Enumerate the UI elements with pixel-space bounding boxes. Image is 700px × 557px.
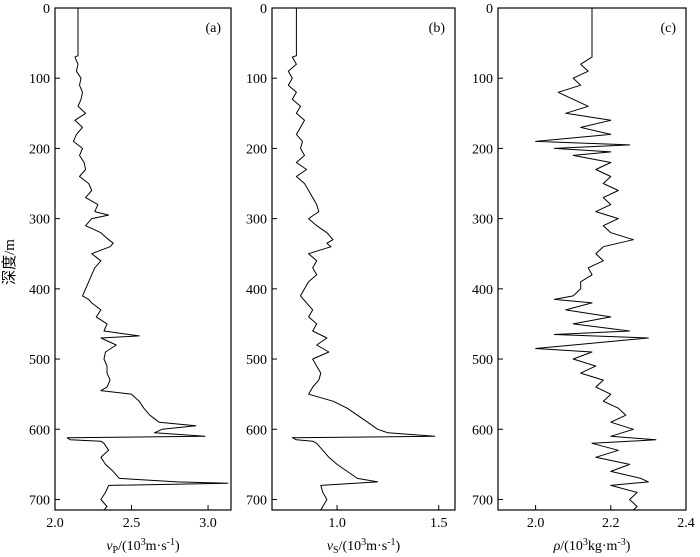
y-tick-label: 600 [29,423,50,438]
panel-tag: (b) [429,21,446,36]
y-tick-label: 400 [472,283,493,298]
y-tick-label: 0 [43,2,50,17]
x-tick-label: 1.0 [328,516,346,531]
y-tick-label: 0 [260,2,267,17]
y-tick-label: 100 [472,72,493,87]
y-tick-label: 700 [246,493,267,508]
y-tick-label: 600 [246,423,267,438]
x-tick-label: 2.4 [677,516,695,531]
y-tick-label: 500 [246,353,267,368]
log-curve-0 [66,8,229,511]
panel-0: 0 100 200 300 400 500 600 700 2.0 2.5 3.0 (a) vP/(10… [29,2,232,556]
x-tick-label: 2.2 [602,516,620,531]
y-tick-label: 600 [472,423,493,438]
x-tick-label: 2.0 [46,516,64,531]
y-tick-label: 100 [246,72,267,87]
y-tick-label: 200 [29,142,50,157]
plot-frame [497,7,687,511]
x-tick-label: 3.0 [199,516,217,531]
y-tick-label: 200 [246,142,267,157]
y-tick-label: 400 [29,283,50,298]
y-tick-label: 300 [246,213,267,228]
x-tick-label: 1.5 [430,516,448,531]
y-tick-label: 0 [486,2,493,17]
y-tick-label: 500 [29,353,50,368]
panel-tag: (a) [205,21,221,36]
y-tick-label: 700 [472,493,493,508]
y-tick-label: 400 [246,283,267,298]
y-tick-label: 700 [29,493,50,508]
panel-tag: (c) [660,21,676,36]
y-tick-label: 100 [29,72,50,87]
x-tick-label: 2.5 [123,516,141,531]
plot-frame [54,7,232,511]
panel-1: 0 100 200 300 400 500 600 700 1.0 1.5 (b) vS/(103m·… [246,2,456,556]
x-axis-label: ρ/(103kg·m-3) [553,537,631,554]
x-axis-label: vS/(103m·s-1) [327,537,401,556]
y-tick-label: 200 [472,142,493,157]
x-axis-label: vP/(103m·s-1) [106,537,180,556]
y-tick-label: 300 [29,213,50,228]
y-axis-label: 深度/m [1,239,18,285]
x-tick-label: 2.0 [527,516,545,531]
y-tick-label: 500 [472,353,493,368]
plot-frame [271,7,456,511]
log-curve-2 [535,8,657,511]
y-tick-label: 300 [472,213,493,228]
log-curve-1 [287,8,436,511]
panel-2: 0 100 200 300 400 500 600 700 2.0 2.2 2.4 (c) ρ/(103… [472,2,695,554]
